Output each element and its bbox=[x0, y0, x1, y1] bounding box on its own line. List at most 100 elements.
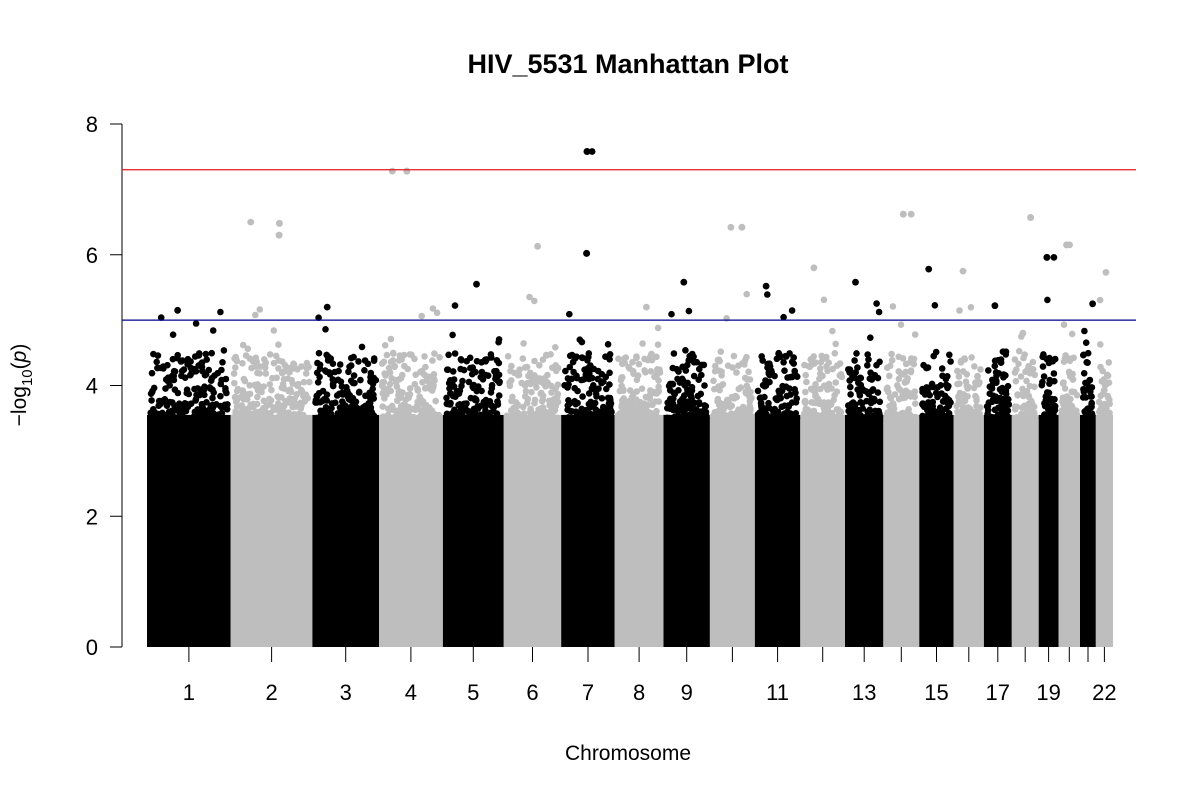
snp-point-chr1 bbox=[209, 327, 217, 334]
snp-point-chr12 bbox=[826, 414, 834, 422]
snp-point-chr13 bbox=[858, 385, 866, 393]
snp-point-chr11 bbox=[781, 367, 788, 375]
snp-point-chr12 bbox=[816, 413, 824, 421]
snp-point-chr14 bbox=[886, 362, 894, 370]
snp-point-chr5 bbox=[494, 401, 502, 408]
snp-point-chr10 bbox=[732, 392, 739, 400]
snp-point-chr1 bbox=[162, 385, 169, 392]
snp-point-chr2 bbox=[260, 397, 268, 405]
peak-snp-chr8 bbox=[643, 303, 650, 311]
snp-point-chr18 bbox=[1014, 391, 1021, 398]
snp-point-chr9 bbox=[695, 376, 702, 384]
snp-point-chr5 bbox=[495, 414, 502, 422]
snp-point-chr6 bbox=[527, 405, 534, 413]
snp-point-chr2 bbox=[244, 396, 251, 403]
snp-point-chr3 bbox=[352, 411, 360, 419]
snp-point-chr5 bbox=[488, 381, 496, 389]
snp-point-chr8 bbox=[654, 324, 662, 332]
snp-point-chr1 bbox=[157, 314, 165, 321]
snp-point-chr6 bbox=[551, 400, 559, 408]
snp-point-chr10 bbox=[717, 348, 725, 356]
point-band-chr2 bbox=[230, 414, 313, 647]
snp-point-chr2 bbox=[275, 341, 282, 349]
snp-point-chr3 bbox=[321, 367, 329, 374]
snp-point-chr12 bbox=[823, 404, 831, 412]
snp-point-chr5 bbox=[477, 411, 484, 419]
snp-point-chr12 bbox=[832, 340, 839, 348]
snp-point-chr4 bbox=[403, 407, 410, 415]
snp-point-chr11 bbox=[765, 414, 772, 422]
snp-point-chr14 bbox=[895, 368, 902, 375]
snp-point-chr3 bbox=[323, 411, 330, 419]
snp-point-chr12 bbox=[825, 359, 832, 367]
snp-point-chr2 bbox=[242, 414, 250, 422]
snp-point-chr7 bbox=[606, 369, 613, 377]
snp-point-chr1 bbox=[209, 394, 216, 402]
snp-point-chr21 bbox=[1088, 401, 1095, 408]
snp-point-chr21 bbox=[1080, 388, 1088, 396]
snp-point-chr14 bbox=[883, 386, 891, 393]
x-tick-label: 6 bbox=[526, 680, 538, 705]
snp-point-chr5 bbox=[459, 377, 466, 385]
snp-point-chr13 bbox=[873, 300, 880, 307]
snp-point-chr14 bbox=[888, 356, 896, 364]
x-tick-label: 13 bbox=[852, 680, 876, 705]
snp-point-chr6 bbox=[537, 390, 544, 398]
snp-point-chr12 bbox=[825, 380, 833, 388]
snp-point-chr3 bbox=[326, 371, 334, 378]
snp-point-chr15 bbox=[924, 389, 932, 397]
snp-point-chr4 bbox=[406, 385, 414, 392]
snp-point-chr14 bbox=[912, 400, 919, 408]
snp-point-chr20 bbox=[1062, 406, 1069, 413]
snp-point-chr1 bbox=[174, 354, 181, 362]
snp-point-chr9 bbox=[690, 372, 698, 380]
snp-point-chr3 bbox=[332, 399, 339, 407]
point-band-chr20 bbox=[1058, 414, 1080, 647]
snp-point-chr3 bbox=[322, 326, 329, 333]
snp-point-chr1 bbox=[217, 308, 224, 316]
x-tick-label: 5 bbox=[467, 680, 479, 705]
snp-point-chr2 bbox=[249, 400, 257, 408]
snp-point-chr9 bbox=[687, 353, 694, 361]
snp-point-chr19 bbox=[1044, 296, 1051, 304]
snp-point-chr7 bbox=[591, 411, 599, 419]
snp-point-chr6 bbox=[511, 369, 518, 377]
snp-point-chr2 bbox=[298, 411, 306, 419]
snp-point-chr16 bbox=[967, 304, 975, 311]
snp-point-chr21 bbox=[1086, 376, 1094, 384]
snp-point-chr11 bbox=[791, 386, 798, 393]
snp-point-chr17 bbox=[999, 413, 1006, 421]
snp-point-chr7 bbox=[566, 400, 573, 408]
snp-point-chr1 bbox=[202, 350, 210, 358]
snp-point-chr9 bbox=[675, 368, 682, 375]
snp-point-chr2 bbox=[246, 382, 253, 389]
snp-point-chr8 bbox=[623, 400, 630, 407]
peak-snp-chr11 bbox=[762, 282, 770, 290]
snp-point-chr20 bbox=[1063, 393, 1071, 400]
snp-point-chr17 bbox=[989, 396, 997, 403]
snp-point-chr15 bbox=[945, 382, 952, 390]
notable-snp-chr14 bbox=[899, 210, 907, 218]
snp-point-chr8 bbox=[649, 410, 656, 418]
snp-point-chr3 bbox=[330, 378, 338, 385]
snp-point-chr9 bbox=[682, 411, 689, 419]
snp-point-chr3 bbox=[362, 406, 370, 414]
snp-point-chr7 bbox=[566, 310, 573, 318]
snp-point-chr14 bbox=[910, 389, 917, 397]
peak-snp-chr17 bbox=[991, 302, 999, 310]
snp-point-chr5 bbox=[466, 412, 473, 419]
snp-point-chr12 bbox=[801, 414, 809, 422]
snp-point-chr9 bbox=[685, 307, 693, 315]
snp-point-chr19 bbox=[1039, 363, 1047, 370]
snp-point-chr2 bbox=[256, 370, 264, 377]
snp-point-chr2 bbox=[294, 366, 301, 373]
peak-snp-chr5 bbox=[473, 280, 480, 288]
snp-point-chr1 bbox=[191, 385, 198, 393]
snp-point-chr8 bbox=[620, 404, 627, 412]
snp-point-chr22 bbox=[1105, 359, 1113, 366]
snp-point-chr17 bbox=[1001, 387, 1008, 395]
snp-point-chr16 bbox=[962, 378, 970, 386]
snp-point-chr7 bbox=[606, 381, 613, 388]
snp-point-chr2 bbox=[273, 374, 280, 382]
snp-point-chr19 bbox=[1051, 377, 1058, 385]
